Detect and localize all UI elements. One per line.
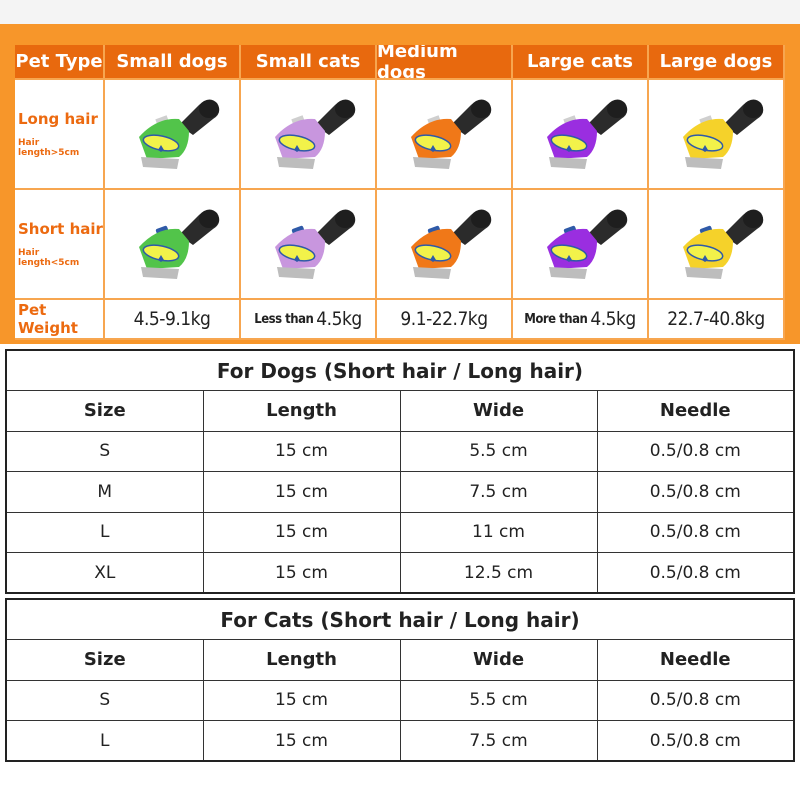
cell-length: 15 cm bbox=[202, 471, 401, 513]
header-small-dogs: Small dogs bbox=[105, 45, 241, 80]
deshedding-brush-icon bbox=[139, 208, 220, 279]
column-header-wide: Wide bbox=[399, 390, 598, 432]
cell-needle: 0.5/0.8 cm bbox=[596, 430, 795, 472]
header-small-cats: Small cats bbox=[241, 45, 377, 80]
dogs-size-table: For Dogs (Short hair / Long hair) Size Len… bbox=[5, 349, 795, 594]
pet-weight-value: 22.7-40.8kg bbox=[649, 300, 785, 340]
pet-weight-value: 4.5-9.1kg bbox=[105, 300, 241, 340]
header-large-cats: Large cats bbox=[513, 45, 649, 80]
pet-weight-value: 9.1-22.7kg bbox=[377, 300, 513, 340]
cell-wide: 12.5 cm bbox=[399, 552, 598, 594]
column-header-length: Length bbox=[202, 390, 401, 432]
weight-prefix: More than bbox=[524, 311, 588, 327]
weight-range: 4.5kg bbox=[316, 308, 362, 330]
cell-size: XL bbox=[5, 552, 204, 594]
cell-needle: 0.5/0.8 cm bbox=[596, 720, 795, 762]
brush-image-small-dogs bbox=[105, 190, 241, 300]
weight-range: 4.5-9.1kg bbox=[133, 308, 211, 330]
column-header-wide: Wide bbox=[399, 639, 598, 681]
cell-wide: 5.5 cm bbox=[399, 679, 598, 721]
pet-weight-value: Less than 4.5kg bbox=[241, 300, 377, 340]
deshedding-brush-icon bbox=[411, 98, 492, 169]
table-title-row: For Cats (Short hair / Long hair) bbox=[5, 598, 795, 640]
long-hair-label: Long hair bbox=[18, 110, 98, 128]
table-row: S 15 cm 5.5 cm 0.5/0.8 cm bbox=[5, 430, 795, 472]
deshedding-brush-icon bbox=[139, 98, 220, 169]
table-row: M 15 cm 7.5 cm 0.5/0.8 cm bbox=[5, 471, 795, 513]
cell-wide: 7.5 cm bbox=[399, 720, 598, 762]
brush-image-small-cats bbox=[241, 80, 377, 190]
cell-length: 15 cm bbox=[202, 430, 401, 472]
cell-size: M bbox=[5, 471, 204, 513]
deshedding-brush-icon bbox=[275, 208, 356, 279]
short-hair-length-note: Hair length<5cm bbox=[18, 248, 80, 268]
cell-needle: 0.5/0.8 cm bbox=[596, 511, 795, 553]
long-hair-length-note: Hair length>5cm bbox=[18, 138, 80, 158]
deshedding-brush-icon bbox=[547, 208, 628, 279]
column-header-needle: Needle bbox=[596, 390, 795, 432]
deshedding-brush-icon bbox=[683, 208, 764, 279]
cell-size: S bbox=[5, 430, 204, 472]
weight-range: 4.5kg bbox=[590, 308, 636, 330]
column-header-length: Length bbox=[202, 639, 401, 681]
short-hair-label: Short hair bbox=[18, 220, 103, 238]
brush-image-large-cats bbox=[513, 80, 649, 190]
cell-length: 15 cm bbox=[202, 679, 401, 721]
brush-image-large-dogs bbox=[649, 190, 785, 300]
table-header-row: Size Length Wide Needle bbox=[5, 390, 795, 432]
column-header-needle: Needle bbox=[596, 639, 795, 681]
header-large-dogs: Large dogs bbox=[649, 45, 785, 80]
deshedding-brush-icon bbox=[275, 98, 356, 169]
cell-length: 15 cm bbox=[202, 720, 401, 762]
column-header-size: Size bbox=[5, 390, 204, 432]
table-title: For Cats (Short hair / Long hair) bbox=[5, 598, 795, 640]
brush-image-medium-dogs bbox=[377, 190, 513, 300]
deshedding-brush-icon bbox=[547, 98, 628, 169]
table-row: S 15 cm 5.5 cm 0.5/0.8 cm bbox=[5, 679, 795, 721]
brush-image-large-cats bbox=[513, 190, 649, 300]
brush-image-medium-dogs bbox=[377, 80, 513, 190]
cell-length: 15 cm bbox=[202, 552, 401, 594]
pet-weight-label: Pet Weight bbox=[15, 300, 105, 340]
cell-needle: 0.5/0.8 cm bbox=[596, 679, 795, 721]
pet-type-chart: Pet Type Small dogs Small cats Medium dogs L… bbox=[15, 45, 785, 340]
brush-image-small-dogs bbox=[105, 80, 241, 190]
table-row: XL 15 cm 12.5 cm 0.5/0.8 cm bbox=[5, 552, 795, 594]
weight-range: 22.7-40.8kg bbox=[667, 308, 765, 330]
weight-prefix: Less than bbox=[254, 311, 314, 327]
table-title-row: For Dogs (Short hair / Long hair) bbox=[5, 349, 795, 391]
cats-size-table: For Cats (Short hair / Long hair) Size Len… bbox=[5, 598, 795, 762]
cell-size: L bbox=[5, 720, 204, 762]
weight-range: 9.1-22.7kg bbox=[400, 308, 488, 330]
cell-needle: 0.5/0.8 cm bbox=[596, 471, 795, 513]
cell-length: 15 cm bbox=[202, 511, 401, 553]
header-medium-dogs: Medium dogs bbox=[377, 45, 513, 80]
cell-size: S bbox=[5, 679, 204, 721]
top-strip bbox=[0, 0, 800, 24]
brush-image-small-cats bbox=[241, 190, 377, 300]
table-row: L 15 cm 11 cm 0.5/0.8 cm bbox=[5, 511, 795, 553]
table-title: For Dogs (Short hair / Long hair) bbox=[5, 349, 795, 391]
cell-needle: 0.5/0.8 cm bbox=[596, 552, 795, 594]
table-row: L 15 cm 7.5 cm 0.5/0.8 cm bbox=[5, 720, 795, 762]
cell-wide: 7.5 cm bbox=[399, 471, 598, 513]
pet-weight-value: More than 4.5kg bbox=[513, 300, 649, 340]
row-label-long-hair: Long hair Hair length>5cm bbox=[15, 80, 105, 190]
column-header-size: Size bbox=[5, 639, 204, 681]
deshedding-brush-icon bbox=[683, 98, 764, 169]
table-header-row: Size Length Wide Needle bbox=[5, 639, 795, 681]
row-label-short-hair: Short hair Hair length<5cm bbox=[15, 190, 105, 300]
cell-wide: 11 cm bbox=[399, 511, 598, 553]
deshedding-brush-icon bbox=[411, 208, 492, 279]
cell-size: L bbox=[5, 511, 204, 553]
brush-image-large-dogs bbox=[649, 80, 785, 190]
header-pet-type: Pet Type bbox=[15, 45, 105, 80]
cell-wide: 5.5 cm bbox=[399, 430, 598, 472]
